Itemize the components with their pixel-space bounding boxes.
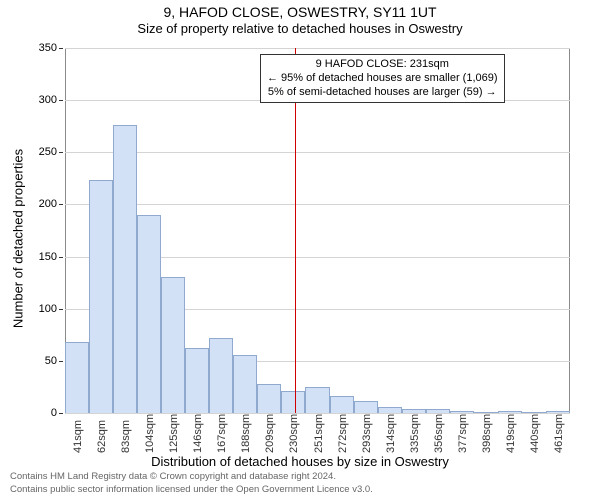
annotation-line2: ← 95% of detached houses are smaller (1,… [267,72,498,86]
x-tick: 230sqm [288,414,300,453]
y-tick: 150 [0,251,63,263]
page: 9, HAFOD CLOSE, OSWESTRY, SY11 1UT Size … [0,0,600,500]
x-tick: 62sqm [96,420,108,453]
gridline [65,204,570,205]
x-tick: 293sqm [361,414,373,453]
y-tick: 0 [0,407,63,419]
x-tick: 83sqm [120,420,132,453]
histogram-bar [330,396,354,413]
x-tick: 356sqm [433,414,445,453]
x-tick: 335sqm [409,414,421,453]
histogram-bar [161,277,185,413]
histogram-bar [65,342,89,413]
y-tick: 350 [0,42,63,54]
footer-line1: Contains HM Land Registry data © Crown c… [10,471,373,483]
x-tick: 104sqm [144,414,156,453]
annotation-line1: 9 HAFOD CLOSE: 231sqm [267,58,498,72]
x-tick: 314sqm [385,414,397,453]
x-tick: 146sqm [192,414,204,453]
histogram-bar [257,384,281,413]
histogram-bar [305,387,329,413]
y-axis-ticks: 050100150200250300350 [0,48,63,413]
gridline [65,152,570,153]
gridline [65,48,570,49]
histogram-bar [209,338,233,413]
histogram-bar [113,125,137,413]
annotation-box: 9 HAFOD CLOSE: 231sqm ← 95% of detached … [260,54,505,103]
x-tick: 272sqm [337,414,349,453]
histogram-bar [89,180,113,413]
x-tick: 41sqm [72,420,84,453]
x-tick: 167sqm [216,414,228,453]
histogram-bar [137,215,161,413]
x-tick: 419sqm [505,414,517,453]
y-tick: 50 [0,355,63,367]
y-tick: 250 [0,146,63,158]
y-tick: 200 [0,198,63,210]
footer-line2: Contains public sector information licen… [10,484,373,496]
x-tick: 461sqm [553,414,565,453]
x-tick: 125sqm [168,414,180,453]
histogram-bar [185,348,209,413]
x-tick: 377sqm [457,414,469,453]
x-tick: 251sqm [313,414,325,453]
y-tick: 100 [0,303,63,315]
x-tick: 398sqm [481,414,493,453]
histogram-bar [281,391,305,413]
page-title: 9, HAFOD CLOSE, OSWESTRY, SY11 1UT [0,0,600,21]
x-tick: 209sqm [264,414,276,453]
annotation-line3: 5% of semi-detached houses are larger (5… [267,86,498,100]
histogram-bar [233,355,257,413]
y-tick: 300 [0,94,63,106]
x-tick: 440sqm [529,414,541,453]
page-subtitle: Size of property relative to detached ho… [0,21,600,37]
x-tick: 188sqm [240,414,252,453]
x-axis-label: Distribution of detached houses by size … [0,454,600,469]
footer: Contains HM Land Registry data © Crown c… [10,471,373,496]
axis-border-right [569,48,570,413]
histogram-bar [354,401,378,414]
chart-area: 9 HAFOD CLOSE: 231sqm ← 95% of detached … [65,48,570,413]
